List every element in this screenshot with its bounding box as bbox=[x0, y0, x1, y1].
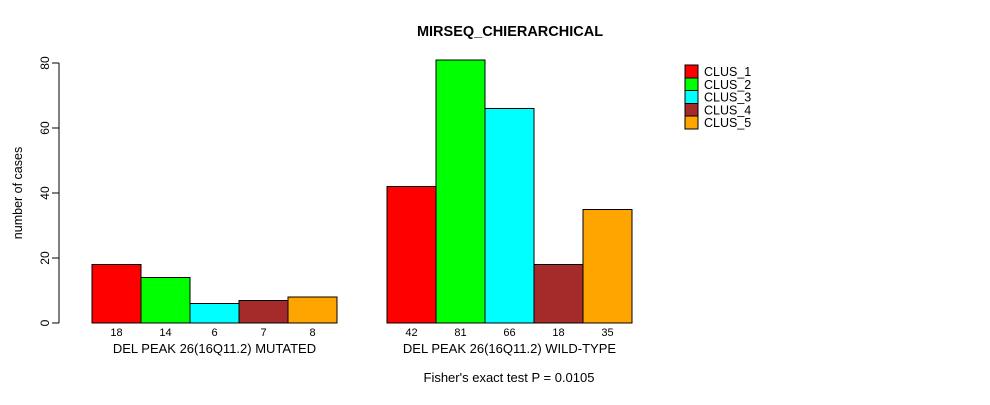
legend-swatch-clus_1 bbox=[684, 64, 699, 79]
bar-value-label: 35 bbox=[601, 327, 613, 339]
bar-value-label: 66 bbox=[503, 327, 515, 339]
bar-clus_2-group1 bbox=[140, 277, 191, 324]
y-tick-label: 20 bbox=[38, 251, 52, 265]
bar-clus_4-group2 bbox=[533, 264, 584, 324]
bar-value-label: 14 bbox=[159, 327, 171, 339]
bar-value-label: 8 bbox=[309, 327, 315, 339]
y-axis-label: number of cases bbox=[11, 147, 25, 239]
legend-label-clus_5: CLUS_5 bbox=[704, 116, 751, 130]
bar-value-label: 81 bbox=[454, 327, 466, 339]
group-label-mutated: DEL PEAK 26(16Q11.2) MUTATED bbox=[113, 341, 316, 356]
bars: 18 14 6 7 8 42 81 66 18 35 bbox=[91, 59, 633, 339]
legend-label-clus_2: CLUS_2 bbox=[704, 78, 751, 92]
legend-label-clus_4: CLUS_4 bbox=[704, 103, 751, 117]
y-tick-label: 80 bbox=[38, 56, 52, 70]
bar-value-label: 18 bbox=[110, 327, 122, 339]
y-axis-ticks: 0 20 40 60 80 bbox=[38, 56, 59, 326]
bar-value-label: 42 bbox=[405, 327, 417, 339]
bar-clus_1-group2 bbox=[386, 186, 437, 324]
fisher-test-annotation: Fisher's exact test P = 0.0105 bbox=[424, 370, 595, 385]
bar-clus_1-group1 bbox=[91, 264, 142, 324]
bar-clus_2-group2 bbox=[435, 59, 486, 324]
y-tick-label: 0 bbox=[38, 319, 52, 326]
bar-clus_3-group2 bbox=[484, 108, 535, 324]
y-tick-label: 40 bbox=[38, 186, 52, 200]
bar-clus_5-group2 bbox=[582, 208, 633, 324]
legend-label-clus_1: CLUS_1 bbox=[704, 65, 751, 79]
chart-title: MIRSEQ_CHIERARCHICAL bbox=[417, 24, 603, 40]
y-tick-label: 60 bbox=[38, 121, 52, 135]
bar-clus_3-group1 bbox=[189, 303, 240, 324]
bar-value-label: 18 bbox=[552, 327, 564, 339]
bar-value-label: 6 bbox=[211, 327, 217, 339]
legend-label-clus_3: CLUS_3 bbox=[704, 91, 751, 105]
legend-swatch-clus_4 bbox=[684, 102, 699, 117]
bar-value-label: 7 bbox=[260, 327, 266, 339]
bar-clus_4-group1 bbox=[238, 299, 289, 324]
legend-swatch-clus_3 bbox=[684, 90, 699, 105]
legend-swatch-clus_5 bbox=[684, 115, 699, 130]
group-label-wild-type: DEL PEAK 26(16Q11.2) WILD-TYPE bbox=[403, 341, 616, 356]
bar-clus_5-group1 bbox=[287, 296, 338, 324]
legend-swatch-clus_2 bbox=[684, 77, 699, 92]
